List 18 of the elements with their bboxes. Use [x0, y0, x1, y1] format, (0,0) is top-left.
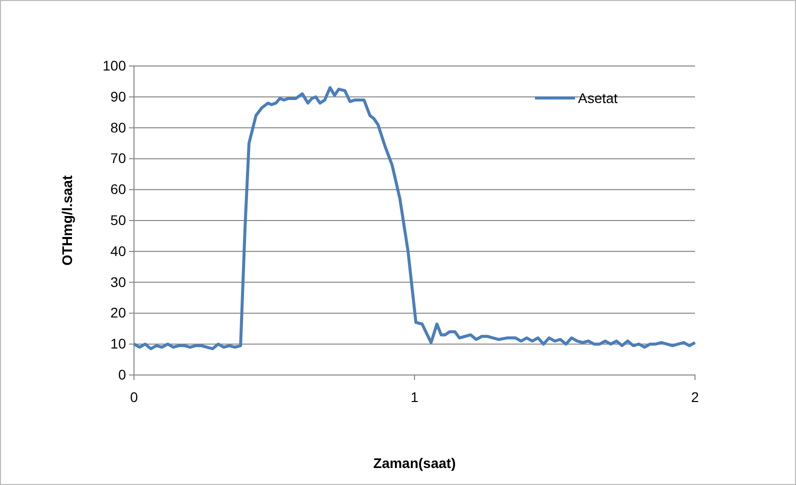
y-tick-label: 80 [110, 119, 126, 136]
x-tick-label: 1 [410, 388, 419, 405]
x-axis-title: Zaman(saat) [373, 455, 456, 471]
y-axis-title: OTHmg/l.saat [59, 175, 75, 266]
y-tick-label: 0 [118, 366, 126, 382]
x-tick-label: 0 [130, 388, 138, 405]
y-tick-label: 60 [110, 181, 126, 198]
y-tick-label: 100 [102, 57, 126, 74]
y-tick-label: 30 [110, 274, 126, 290]
x-tick-label: 2 [691, 388, 700, 405]
line-series [132, 86, 696, 350]
y-tick-label: 20 [110, 304, 126, 321]
y-tick-label: 70 [110, 150, 126, 166]
y-tick-label: 40 [110, 242, 126, 259]
y-tick-label: 50 [110, 212, 126, 228]
legend-label: Asetat [578, 90, 618, 106]
y-tick-label: 90 [110, 88, 126, 104]
y-tick-label: 10 [110, 336, 126, 352]
